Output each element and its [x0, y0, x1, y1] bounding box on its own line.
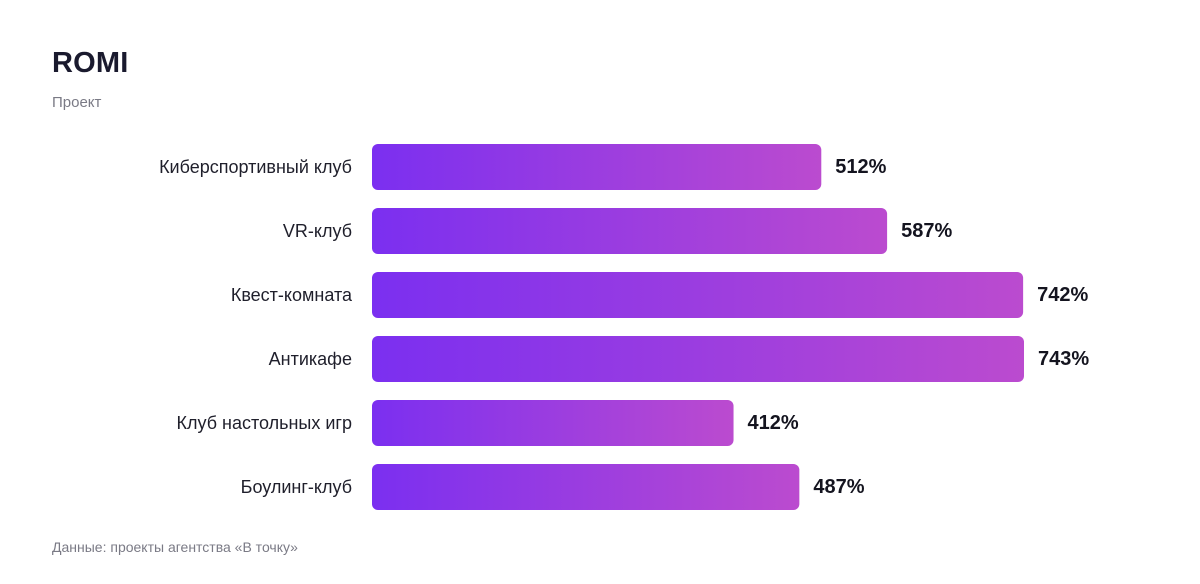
bar — [372, 144, 822, 190]
bar — [372, 400, 734, 446]
data-source-note: Данные: проекты агентства «В точку» — [52, 539, 298, 555]
value-label: 487% — [813, 476, 864, 498]
category-label: Квест-комната — [231, 285, 353, 305]
value-label: 512% — [835, 156, 886, 178]
category-label: Антикафе — [269, 349, 352, 369]
bar — [372, 208, 888, 254]
chart-title: ROMI — [52, 47, 129, 79]
value-label: 587% — [901, 220, 952, 242]
bar — [372, 464, 800, 510]
bars-group: Киберспортивный клуб 512% VR-клуб 587% Квест… — [159, 144, 1089, 510]
category-label: Клуб настольных игр — [177, 413, 353, 433]
category-label: VR-клуб — [283, 221, 352, 241]
value-label: 743% — [1038, 348, 1089, 370]
category-label: Киберспортивный клуб — [159, 157, 352, 177]
bar — [372, 272, 1024, 318]
value-label: 742% — [1037, 284, 1088, 306]
bar — [372, 336, 1024, 382]
category-label: Боулинг-клуб — [241, 477, 352, 497]
chart-subtitle: Проект — [52, 94, 102, 111]
value-label: 412% — [748, 412, 799, 434]
